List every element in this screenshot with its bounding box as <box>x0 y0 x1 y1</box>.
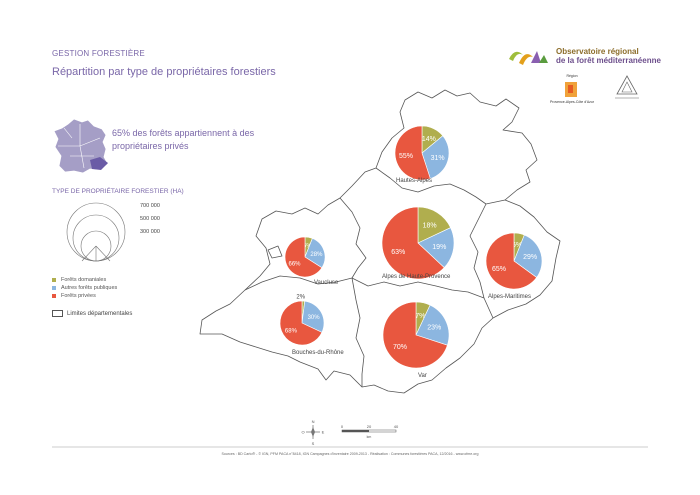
legend-label-domaniales: Forêts domaniales <box>61 277 107 283</box>
legend-item-domaniales: Forêts domaniales <box>52 277 106 283</box>
pie-slice-ahp-domaniales <box>417 206 451 244</box>
pie-label-vaucluse-domaniales: 6% <box>303 244 312 250</box>
scale-unit: km <box>367 435 372 439</box>
pie-slice-alpes-maritimes-autres_publiques <box>513 234 543 278</box>
pie-layer: 14%31%55%18%19%63%6%29%65%6%28%66%2%30%6… <box>279 125 543 369</box>
pie-slice-var-autres_publiques <box>415 304 450 346</box>
scale-tick-40: 40 <box>394 424 399 429</box>
legend-limits-label: Limites départementales <box>67 310 133 317</box>
legend-size-700000: 700 000 <box>140 203 160 209</box>
pie-label-ahp-privees: 63% <box>391 249 405 256</box>
section-label: GESTION FORESTIÈRE <box>52 49 145 58</box>
legend-label-privees: Forêts privées <box>61 293 96 299</box>
pie-slice-hautes-alpes-autres_publiques <box>421 135 450 180</box>
vaucluse-enclave <box>267 245 283 259</box>
pie-label-alpes-maritimes-domaniales: 6% <box>512 242 522 249</box>
legend-label-autres: Autres forêts publiques <box>61 285 118 291</box>
pie-slice-bdr-privees <box>279 300 323 346</box>
pie-label-ahp-domaniales: 18% <box>423 222 437 229</box>
compass-rose-icon: N S E O <box>301 419 324 446</box>
proportional-circles-legend <box>66 202 126 262</box>
pie-label-vaucluse-autres_publiques: 28% <box>310 252 323 258</box>
legend-size-300000: 300 000 <box>140 229 160 235</box>
compass-e: E <box>322 430 325 435</box>
label-var: Var <box>418 373 427 379</box>
compass-s: S <box>312 441 315 446</box>
key-stat: 65% des forêts appartiennent à des propr… <box>112 128 255 151</box>
pie-label-bdr-autres_publiques: 30% <box>308 315 321 321</box>
pie-slice-hautes-alpes-privees <box>394 125 431 181</box>
scale-bar: 0 20 40 km <box>341 424 399 439</box>
pie-slice-alpes-maritimes-privees <box>485 232 538 290</box>
pie-slice-vaucluse-privees <box>284 236 323 278</box>
commune-seal-icon <box>615 75 639 99</box>
pie-label-hautes-alpes-domaniales: 14% <box>422 136 436 143</box>
region-label: Région <box>566 74 578 78</box>
border-hautes-alpes <box>375 167 506 205</box>
pie-slice-ahp-privees <box>381 206 445 280</box>
label-hautes-alpes: Hautes-Alpes <box>396 178 432 184</box>
border-vaucluse-ahp <box>339 197 367 279</box>
legend-limits: Limites départementales <box>52 310 132 317</box>
pie-label-bdr-domaniales: 2% <box>296 295 305 301</box>
map-sheet <box>38 38 660 463</box>
pie-label-var-domaniales: 7% <box>415 313 425 320</box>
legend-title: TYPE DE PROPRIÉTAIRE FORESTIER (HA) <box>52 188 184 195</box>
pie-label-alpes-maritimes-privees: 65% <box>492 266 506 273</box>
label-alpes-maritimes: Alpes-Maritimes <box>488 294 531 300</box>
swatch-domaniales <box>52 278 56 282</box>
legend-item-privees: Forêts privées <box>52 293 96 299</box>
label-ahp: Alpes de Haute-Provence <box>382 274 451 280</box>
scale-tick-20: 20 <box>367 424 372 429</box>
pie-slice-vaucluse-autres_publiques <box>304 238 326 269</box>
border-bdr-var <box>351 277 365 387</box>
compass-o: O <box>301 430 304 435</box>
observatoire-name: Observatoire régional de la forêt médite… <box>556 47 661 65</box>
pie-label-hautes-alpes-autres_publiques: 31% <box>431 155 445 162</box>
france-locator-map <box>53 118 109 174</box>
pie-slice-ahp-autres_publiques <box>417 227 455 269</box>
limits-swatch <box>52 310 63 317</box>
pie-label-bdr-privees: 68% <box>285 329 298 335</box>
legend-item-autres: Autres forêts publiques <box>52 285 117 291</box>
pie-label-vaucluse-privees: 66% <box>288 261 301 267</box>
pie-slice-var-privees <box>382 301 448 369</box>
pie-slice-bdr-autres_publiques <box>301 300 325 333</box>
scale-tick-0: 0 <box>341 424 344 429</box>
source-credits: Sources : BD Carto® - © IGN, PFM PACA n°… <box>221 452 479 456</box>
region-outline <box>199 89 561 394</box>
compass-n: N <box>312 419 315 424</box>
label-bdr: Bouches-du-Rhône <box>292 350 344 356</box>
pie-label-hautes-alpes-privees: 55% <box>399 153 413 160</box>
border-vaucluse-bdr <box>244 275 353 291</box>
logo-line-2: de la forêt méditerranéenne <box>556 56 661 65</box>
pie-label-alpes-maritimes-autres_publiques: 29% <box>523 254 537 261</box>
border-ahp-am <box>469 203 494 319</box>
paca-highlight <box>90 157 108 170</box>
region-logo-icon <box>565 82 577 97</box>
swatch-autres <box>52 286 56 290</box>
pie-label-ahp-autres_publiques: 19% <box>432 244 446 251</box>
observatoire-logo-icon <box>509 51 548 65</box>
label-vaucluse: Vaucluse <box>314 280 339 286</box>
pie-label-var-autres_publiques: 23% <box>427 325 441 332</box>
page-title: Répartition par type de propriétaires fo… <box>52 66 276 78</box>
logo-line-1: Observatoire régional <box>556 47 639 56</box>
border-ahp-var <box>351 277 485 299</box>
swatch-privees <box>52 294 56 298</box>
region-name: Provence-Alpes-Côte d'Azur <box>549 100 595 104</box>
legend-size-500000: 500 000 <box>140 216 160 222</box>
pie-label-var-privees: 70% <box>393 344 407 351</box>
